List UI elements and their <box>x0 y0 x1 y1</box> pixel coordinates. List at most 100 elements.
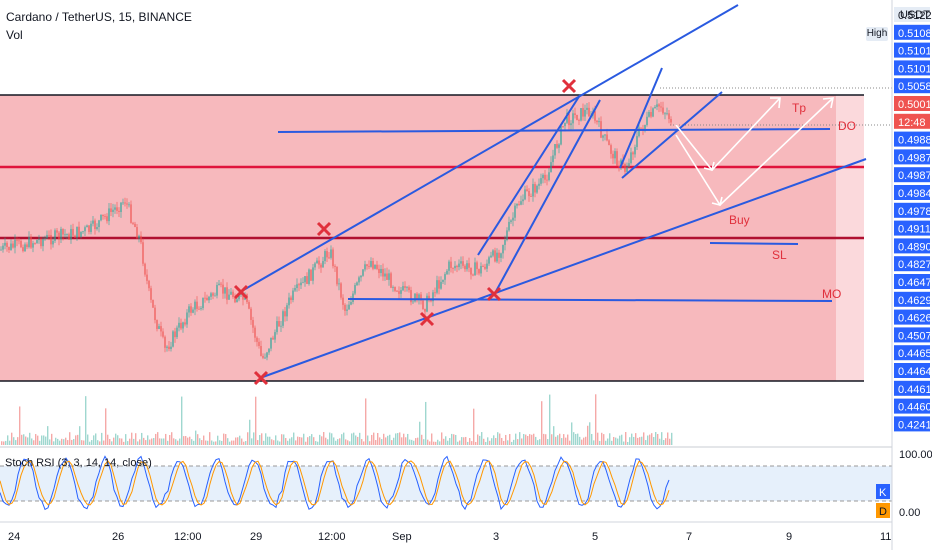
candle-body <box>44 238 46 240</box>
volume-bar <box>343 432 345 445</box>
volume-bar <box>555 436 557 445</box>
candle-body <box>282 311 284 326</box>
candle-body <box>2 245 4 250</box>
volume-bar <box>349 441 351 445</box>
candle-body <box>268 348 270 353</box>
candle-body <box>178 322 180 328</box>
candle-body <box>618 166 620 167</box>
volume-bar <box>207 440 209 445</box>
d-badge[interactable]: D <box>879 506 887 518</box>
price-label: 0.5101 <box>898 46 932 58</box>
candle-body <box>340 283 342 298</box>
volume-bar <box>307 437 309 445</box>
volume-bar <box>81 440 83 445</box>
candle-body <box>362 269 364 276</box>
volume-bar <box>283 434 285 445</box>
volume-bar <box>269 436 271 445</box>
volume-bar <box>625 432 627 445</box>
candle-body <box>630 152 632 164</box>
arrow-head-2 <box>822 97 834 109</box>
volume-bar <box>391 440 393 445</box>
high-button[interactable]: High <box>866 27 888 41</box>
volume-bar <box>609 433 611 445</box>
candle-body <box>650 112 652 117</box>
candle-body <box>610 145 612 154</box>
volume-bar <box>85 396 87 445</box>
candle-body <box>470 267 472 275</box>
volume-bar <box>527 435 529 445</box>
candle-body <box>204 297 206 299</box>
volume-bar <box>321 436 323 445</box>
price-tag-bg <box>894 78 930 94</box>
volume-bar <box>487 437 489 445</box>
volume-bar <box>577 433 579 445</box>
volume-bar <box>43 435 45 445</box>
volume-bar <box>39 440 41 445</box>
candle-body <box>80 231 82 237</box>
candle-body <box>444 274 446 280</box>
price-label: 0.4647 <box>898 277 932 289</box>
volume-bar <box>181 396 183 445</box>
volume-bar <box>151 438 153 445</box>
candle-body <box>350 302 352 305</box>
candle-body <box>326 251 328 258</box>
candle-body <box>626 166 628 172</box>
volume-bar <box>607 438 609 445</box>
volume-bar <box>267 436 269 445</box>
volume-bar <box>523 434 525 445</box>
volume-bar <box>371 434 373 445</box>
candle-body <box>26 244 28 248</box>
candle-body <box>332 249 334 267</box>
volume-bar <box>119 438 121 445</box>
volume-bar <box>581 439 583 445</box>
volume-bar <box>667 432 669 445</box>
volume-series <box>1 394 673 445</box>
candle-body <box>12 243 14 248</box>
candle-body <box>634 147 636 155</box>
volume-bar <box>585 436 587 445</box>
volume-bar <box>333 437 335 445</box>
volume-bar <box>305 441 307 445</box>
volume-bar <box>167 440 169 445</box>
volume-bar <box>651 433 653 445</box>
volume-bar <box>135 433 137 445</box>
candle-body <box>596 120 598 123</box>
d-badge-bg <box>876 503 890 518</box>
x-marker <box>419 311 435 327</box>
volume-bar <box>169 434 171 445</box>
volume-bar <box>293 432 295 445</box>
candle-body <box>88 225 90 232</box>
candle-body <box>384 273 386 277</box>
arrow-head-1 <box>770 97 781 109</box>
price-tag-bg <box>894 398 930 414</box>
candle-body <box>128 204 130 206</box>
candle-body <box>472 274 474 276</box>
candle-body <box>272 337 274 340</box>
candle-body <box>348 304 350 310</box>
volume-bar <box>15 440 17 445</box>
price-label: 0.4626 <box>898 313 932 325</box>
volume-bar <box>439 441 441 445</box>
candle-body <box>606 134 608 141</box>
volume-bar <box>429 441 431 445</box>
candle-body <box>144 263 146 275</box>
candle-body <box>292 290 294 301</box>
k-badge[interactable]: K <box>879 487 887 499</box>
candle-body <box>370 261 372 267</box>
price-label: 0.4465 <box>898 348 932 360</box>
volume-bar <box>419 421 421 445</box>
candle-body <box>588 107 590 117</box>
candle-body <box>560 125 562 145</box>
candle-body <box>636 136 638 148</box>
lower-channel-line <box>259 158 867 379</box>
volume-bar <box>63 439 65 445</box>
volume-bar <box>671 432 673 445</box>
volume-bar <box>249 419 251 445</box>
flag-right <box>621 91 723 179</box>
volume-bar <box>221 440 223 445</box>
volume-bar <box>165 433 167 445</box>
candle-body <box>324 251 326 262</box>
volume-bar <box>655 432 657 445</box>
candle-body <box>190 306 192 313</box>
